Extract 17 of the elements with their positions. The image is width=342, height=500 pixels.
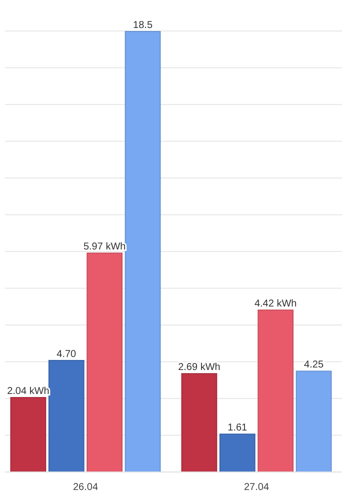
bar <box>296 370 332 472</box>
data-label: 2.69 kWh <box>178 362 220 374</box>
data-label: 4.70 <box>56 348 77 360</box>
bar <box>258 310 294 472</box>
data-label: 4.25 <box>304 360 324 371</box>
x-tick-label: 26.04 <box>72 482 98 493</box>
bar <box>124 31 161 472</box>
x-tick-label: 27.04 <box>244 482 270 493</box>
data-label: 5.97 kWh <box>83 242 126 253</box>
bar <box>181 373 218 472</box>
data-label: 4.42 kWh <box>254 298 297 310</box>
data-label: 1.61 <box>228 422 248 434</box>
data-label: 18.5 <box>133 20 153 31</box>
bar <box>219 434 256 472</box>
bar <box>48 360 84 472</box>
bar <box>10 397 46 472</box>
bar <box>86 252 123 472</box>
